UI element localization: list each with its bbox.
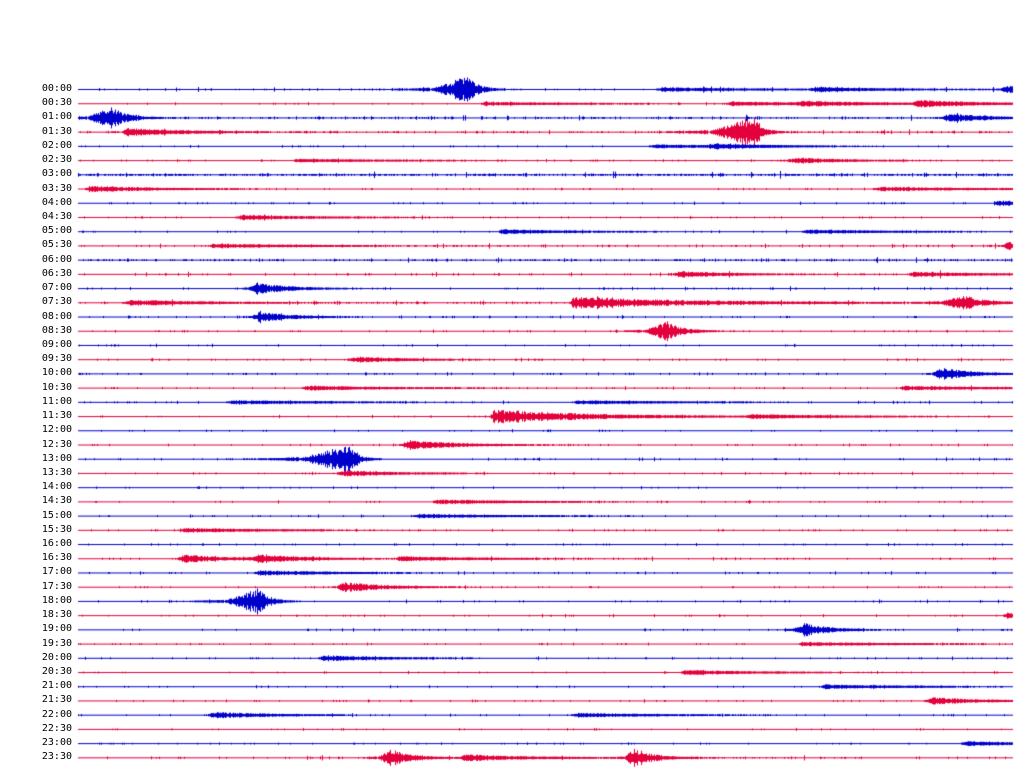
time-label: 13:00: [41, 452, 72, 464]
time-label: 09:00: [41, 338, 72, 350]
time-label: 06:30: [41, 267, 72, 279]
time-label: 18:30: [41, 609, 72, 621]
time-label: 12:00: [41, 424, 72, 436]
time-label: 07:00: [41, 282, 72, 294]
time-label: 08:30: [41, 324, 72, 336]
time-label: 07:30: [41, 296, 72, 308]
time-label: 00:30: [41, 97, 72, 109]
time-label: 20:30: [41, 666, 72, 678]
time-label: 10:00: [41, 367, 72, 379]
time-label: 20:00: [41, 651, 72, 663]
time-label: 19:00: [41, 623, 72, 635]
time-label: 02:30: [41, 154, 72, 166]
time-label: 04:30: [41, 210, 72, 222]
time-label: 03:30: [41, 182, 72, 194]
time-label: 11:00: [41, 395, 72, 407]
time-label: 02:00: [41, 139, 72, 151]
time-axis-labels: 00:00 00:30 01:00 01:30 02:00 02:30 03:00 03:30…: [0, 0, 76, 780]
time-label: 08:00: [41, 310, 72, 322]
time-label: 04:00: [41, 196, 72, 208]
time-label: 06:00: [41, 253, 72, 265]
time-label: 13:30: [41, 466, 72, 478]
time-label: 12:30: [41, 438, 72, 450]
time-label: 17:00: [41, 566, 72, 578]
time-label: 18:00: [41, 594, 72, 606]
time-label: 15:00: [41, 509, 72, 521]
time-label: 01:30: [41, 125, 72, 137]
time-label: 05:00: [41, 225, 72, 237]
time-label: 14:30: [41, 495, 72, 507]
time-label: 23:00: [41, 737, 72, 749]
time-label: 22:00: [41, 708, 72, 720]
time-label: 01:00: [41, 111, 72, 123]
time-label: 21:30: [41, 694, 72, 706]
time-label: 03:00: [41, 168, 72, 180]
time-label: 17:30: [41, 580, 72, 592]
time-label: 14:00: [41, 481, 72, 493]
time-label: 00:00: [41, 83, 72, 94]
time-label: 23:30: [41, 751, 72, 763]
time-label: 16:30: [41, 552, 72, 564]
time-label: 05:30: [41, 239, 72, 251]
time-label: 10:30: [41, 381, 72, 393]
time-label: 11:30: [41, 410, 72, 422]
time-label: 22:30: [41, 722, 72, 734]
time-label: 15:30: [41, 523, 72, 535]
time-label: 21:00: [41, 680, 72, 692]
time-label: 16:00: [41, 538, 72, 550]
time-label: 19:30: [41, 637, 72, 649]
time-label: 09:30: [41, 353, 72, 365]
